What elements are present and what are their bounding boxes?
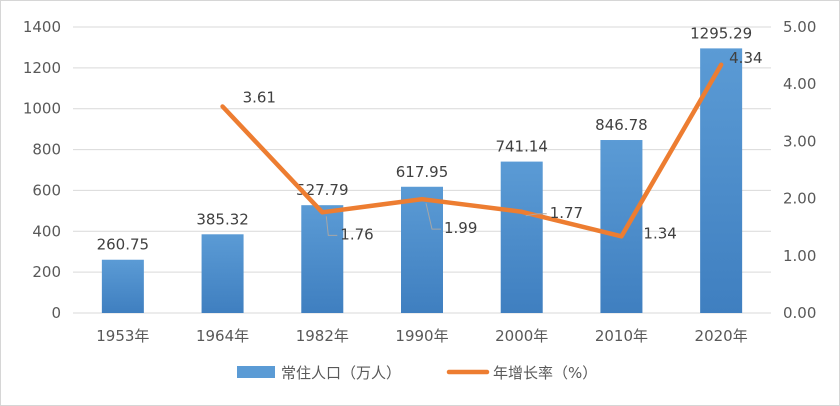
- line-data-label: 1.99: [444, 219, 477, 237]
- line-data-label: 1.77: [550, 204, 583, 222]
- bar: [301, 205, 344, 313]
- x-tick-label: 1953年: [96, 327, 149, 345]
- bar-data-label: 741.14: [495, 138, 548, 156]
- growth-rate-line: [220, 62, 724, 239]
- y-left-tick-label: 400: [32, 222, 61, 240]
- legend-label-line: 年增长率（%）: [493, 364, 597, 382]
- y-left-tick-label: 200: [32, 263, 61, 281]
- bar-data-label: 846.78: [595, 116, 648, 134]
- leader-line: [525, 213, 547, 217]
- y-left-tick-label: 0: [51, 304, 61, 322]
- bar: [500, 161, 543, 313]
- line-data-label: 1.34: [643, 224, 676, 242]
- legend-swatch-bar: [237, 366, 275, 378]
- y-right-tick-label: 2.00: [783, 190, 816, 208]
- bar-data-label: 385.32: [196, 210, 249, 228]
- line-data-label: 1.76: [340, 225, 373, 243]
- y-left-tick-label: 800: [32, 141, 61, 159]
- x-tick-label: 1964年: [196, 327, 249, 345]
- leader-line: [325, 216, 338, 236]
- bar-data-label: 617.95: [396, 163, 449, 181]
- y-left-tick-label: 1400: [23, 18, 61, 36]
- y-left-tick-label: 1200: [23, 59, 61, 77]
- bar-data-label: 260.75: [97, 236, 150, 254]
- y-right-tick-label: 4.00: [783, 75, 816, 93]
- bar: [201, 234, 244, 313]
- x-tick-label: 2010年: [595, 327, 648, 345]
- y-right-tick-label: 5.00: [783, 18, 816, 36]
- bar: [401, 186, 443, 313]
- bar-data-label: 527.79: [296, 181, 349, 199]
- bar-data-label: 1295.29: [690, 24, 752, 42]
- legend-label-bar: 常住人口（万人）: [281, 364, 401, 382]
- y-right-tick-label: 1.00: [783, 247, 816, 265]
- leader-line: [425, 203, 441, 230]
- x-tick-label: 2000年: [495, 327, 548, 345]
- line-data-label: 4.34: [729, 49, 762, 67]
- x-tick-label: 1990年: [395, 327, 448, 345]
- bar: [600, 140, 643, 313]
- x-tick-label: 1982年: [296, 327, 349, 345]
- y-left-tick-label: 600: [32, 181, 61, 199]
- x-tick-label: 2020年: [695, 327, 748, 345]
- bar: [101, 259, 144, 313]
- line-data-label: 3.61: [243, 89, 276, 107]
- y-right-tick-label: 3.00: [783, 132, 816, 150]
- y-left-tick-label: 1000: [23, 100, 61, 118]
- y-right-tick-label: 0.00: [783, 304, 816, 322]
